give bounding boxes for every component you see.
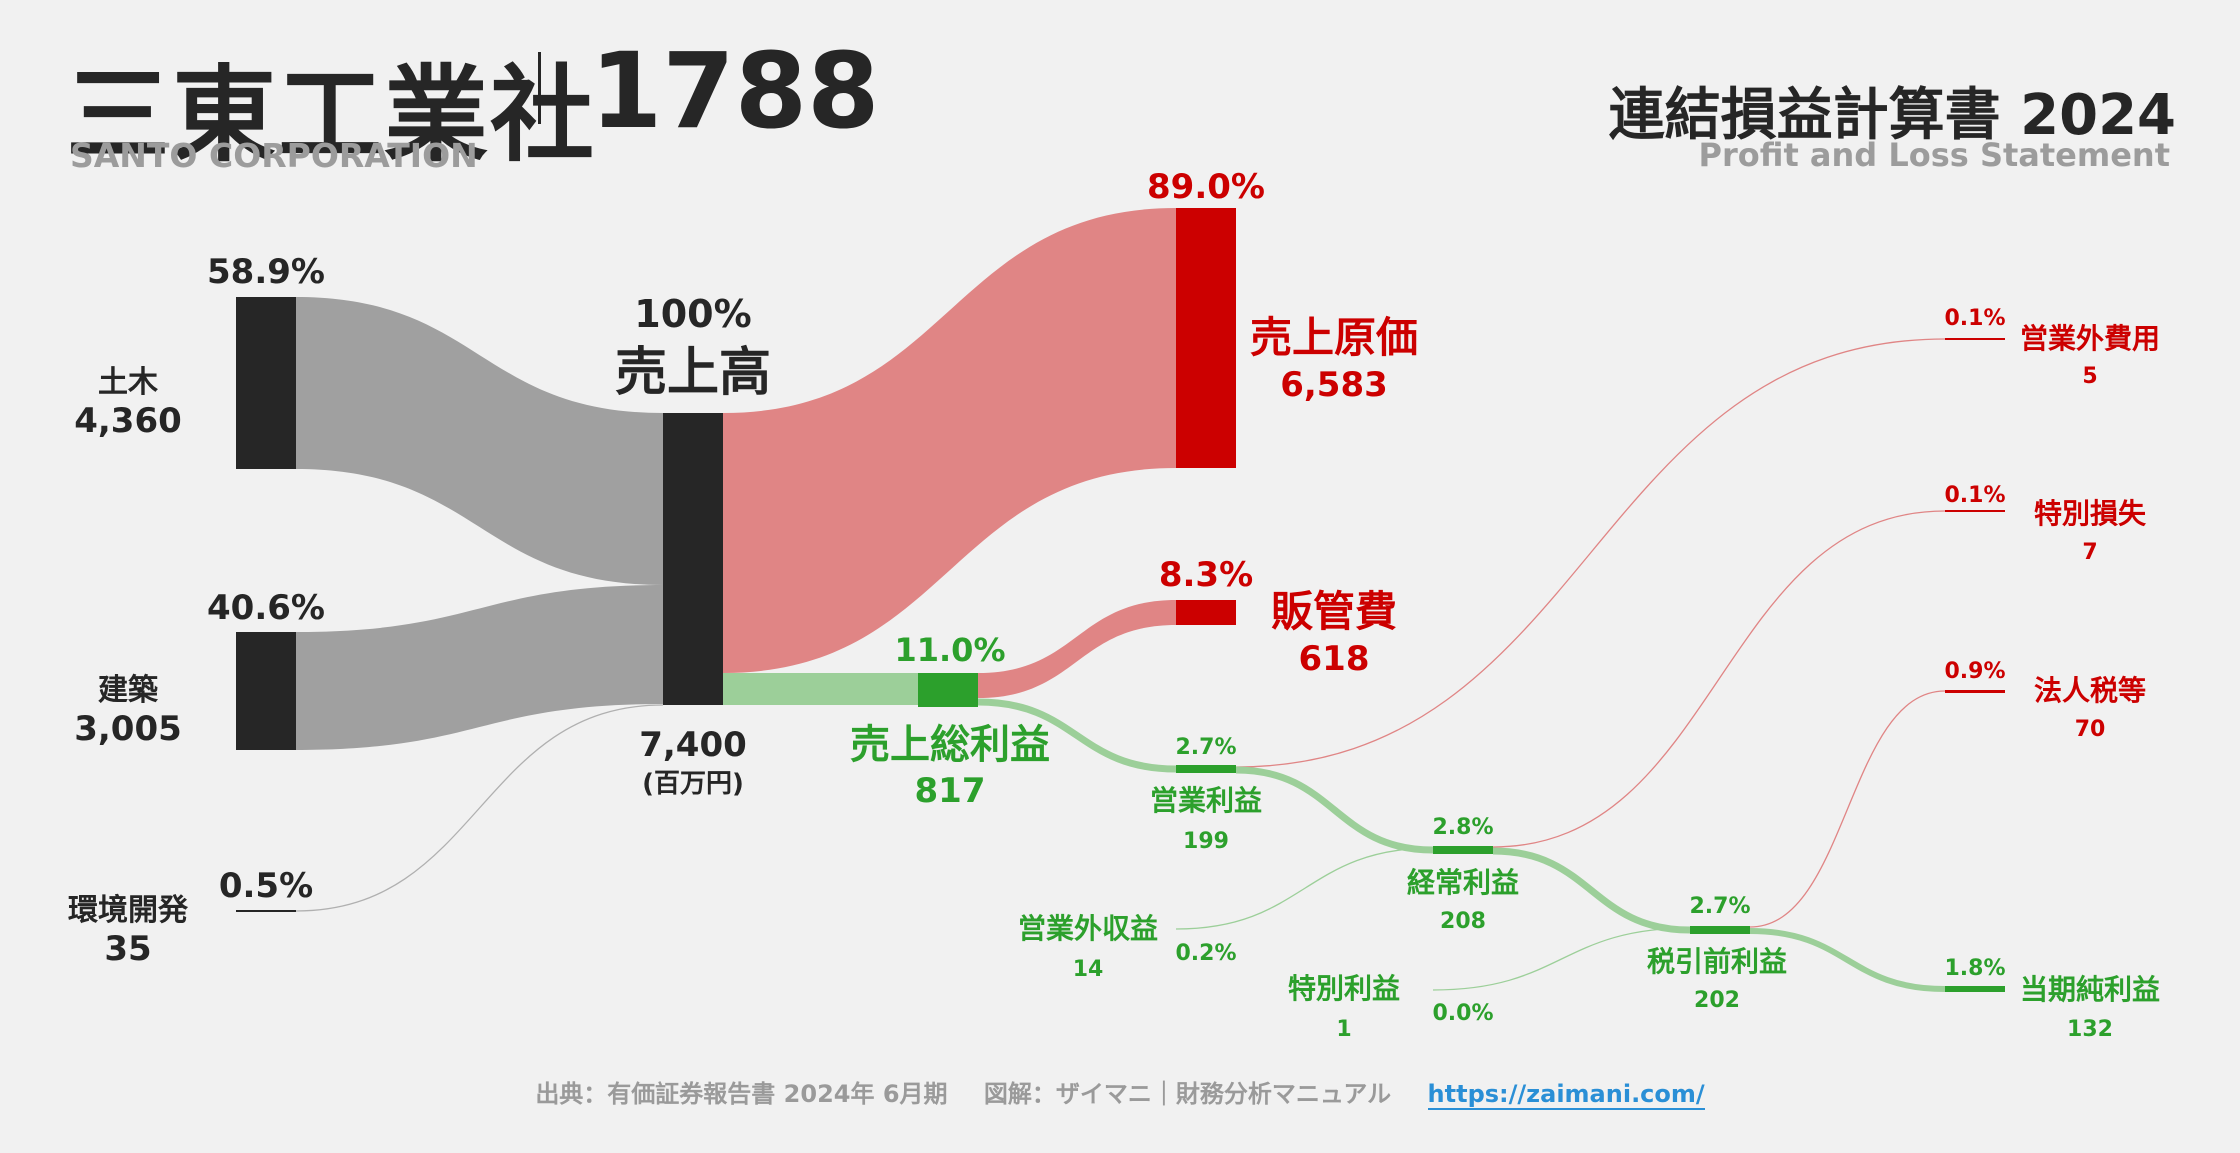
- node-bar-doboku: [236, 297, 296, 469]
- node-bar-tax: [1945, 690, 2005, 693]
- pct-revenue: 100%: [634, 292, 751, 336]
- node-bar-nonop-exp: [1945, 338, 2005, 340]
- node-bar-cogs: [1176, 208, 1236, 468]
- value-nonop-exp: 5: [2082, 364, 2097, 389]
- link-doboku-revenue: [296, 297, 663, 585]
- value-nonop-inc: 14: [1073, 957, 1104, 982]
- value-pretax: 202: [1694, 988, 1740, 1013]
- pct-sp-loss: 0.1%: [1944, 483, 2005, 508]
- node-bar-op: [1176, 765, 1236, 773]
- statement-title: 連結損益計算書 2024: [1608, 83, 2176, 148]
- pct-nonop-inc: 0.2%: [1175, 941, 1236, 966]
- link-gross-op: [977, 698, 1177, 773]
- stock-code: 1788: [590, 30, 880, 152]
- pct-nonop-exp: 0.1%: [1944, 306, 2005, 331]
- unit-label: (百万円): [642, 769, 744, 799]
- pct-kankyo: 0.5%: [219, 866, 313, 906]
- link-kankyo-revenue: [295, 704, 664, 912]
- pct-gross: 11.0%: [894, 631, 1005, 669]
- value-kenchiku: 3,005: [74, 709, 182, 749]
- link-pretax-net: [1749, 928, 1946, 992]
- pct-kenchiku: 40.6%: [207, 588, 325, 628]
- link-sp-gain-pretax: [1432, 927, 1691, 991]
- label-revenue: 売上高: [615, 343, 771, 403]
- footer-credit: 図解：ザイマニ｜財務分析マニュアル: [983, 1080, 1392, 1108]
- link-revenue-gross: [723, 673, 918, 705]
- label-nonop-inc: 営業外収益: [1018, 912, 1158, 945]
- value-cogs: 6,583: [1280, 365, 1388, 405]
- label-kankyo: 環境開発: [68, 893, 189, 928]
- company-name-en: SANTO CORPORATION: [70, 136, 478, 175]
- pct-op: 2.7%: [1175, 735, 1236, 760]
- link-gross-sga: [978, 600, 1176, 698]
- value-ordinary: 208: [1440, 909, 1486, 934]
- link-revenue-cogs: [723, 208, 1176, 673]
- footer-url-link[interactable]: https://zaimani.com/: [1427, 1080, 1705, 1110]
- label-sp-loss: 特別損失: [2034, 497, 2147, 530]
- value-doboku: 4,360: [74, 401, 182, 441]
- value-revenue: 7,400: [639, 725, 747, 765]
- footer: 出典：有価証券報告書 2024年 6月期 図解：ザイマニ｜財務分析マニュアル h…: [0, 1074, 2240, 1110]
- value-op: 199: [1183, 829, 1229, 854]
- value-sp-loss: 7: [2082, 540, 2097, 565]
- link-pretax-tax: [1749, 690, 1946, 928]
- label-gross: 売上総利益: [850, 722, 1050, 768]
- label-sp-gain: 特別利益: [1288, 972, 1400, 1005]
- pct-tax: 0.9%: [1944, 659, 2005, 684]
- label-cogs: 売上原価: [1250, 313, 1418, 362]
- node-bar-ordinary: [1433, 846, 1493, 854]
- link-nonop-inc-ordinary: [1175, 847, 1434, 930]
- pct-net: 1.8%: [1944, 956, 2005, 981]
- pct-doboku: 58.9%: [207, 252, 325, 292]
- statement-title-en: Profit and Loss Statement: [1698, 136, 2170, 174]
- pct-sga: 8.3%: [1159, 555, 1253, 595]
- label-kenchiku: 建築: [98, 673, 159, 708]
- node-bar-net: [1945, 986, 2005, 992]
- link-ordinary-pretax: [1492, 847, 1691, 934]
- link-kenchiku-revenue: [296, 585, 663, 750]
- node-bar-sga: [1176, 600, 1236, 625]
- link-op-ordinary: [1235, 766, 1434, 854]
- value-sga: 618: [1299, 639, 1370, 679]
- label-ordinary: 経常利益: [1407, 866, 1519, 899]
- node-bar-revenue: [663, 413, 723, 705]
- value-kankyo: 35: [104, 929, 151, 969]
- value-gross: 817: [915, 771, 986, 811]
- node-bar-sp-loss: [1945, 510, 2005, 512]
- label-doboku: 土木: [98, 365, 158, 400]
- node-bar-gross: [918, 673, 978, 707]
- value-net: 132: [2067, 1017, 2113, 1042]
- company-name: 三東工業社: [66, 54, 597, 176]
- title-divider: [538, 52, 541, 124]
- node-bar-pretax: [1690, 926, 1750, 934]
- label-nonop-exp: 営業外費用: [2020, 322, 2160, 355]
- footer-source: 出典：有価証券報告書 2024年 6月期: [535, 1080, 948, 1108]
- label-net: 当期純利益: [2020, 973, 2160, 1006]
- link-ordinary-sp-loss: [1492, 510, 1946, 848]
- label-pretax: 税引前利益: [1647, 945, 1787, 978]
- label-sga: 販管費: [1271, 587, 1397, 636]
- node-bar-kenchiku: [236, 632, 296, 750]
- value-sp-gain: 1: [1336, 1017, 1351, 1042]
- label-op: 営業利益: [1150, 784, 1262, 817]
- link-op-nonop-exp: [1235, 338, 1946, 768]
- pct-ordinary: 2.8%: [1432, 815, 1493, 840]
- node-bar-kankyo: [236, 910, 296, 912]
- label-tax: 法人税等: [2034, 674, 2146, 707]
- value-tax: 70: [2075, 717, 2106, 742]
- pct-pretax: 2.7%: [1689, 894, 1750, 919]
- pct-cogs: 89.0%: [1147, 167, 1265, 207]
- pct-sp-gain: 0.0%: [1432, 1001, 1493, 1026]
